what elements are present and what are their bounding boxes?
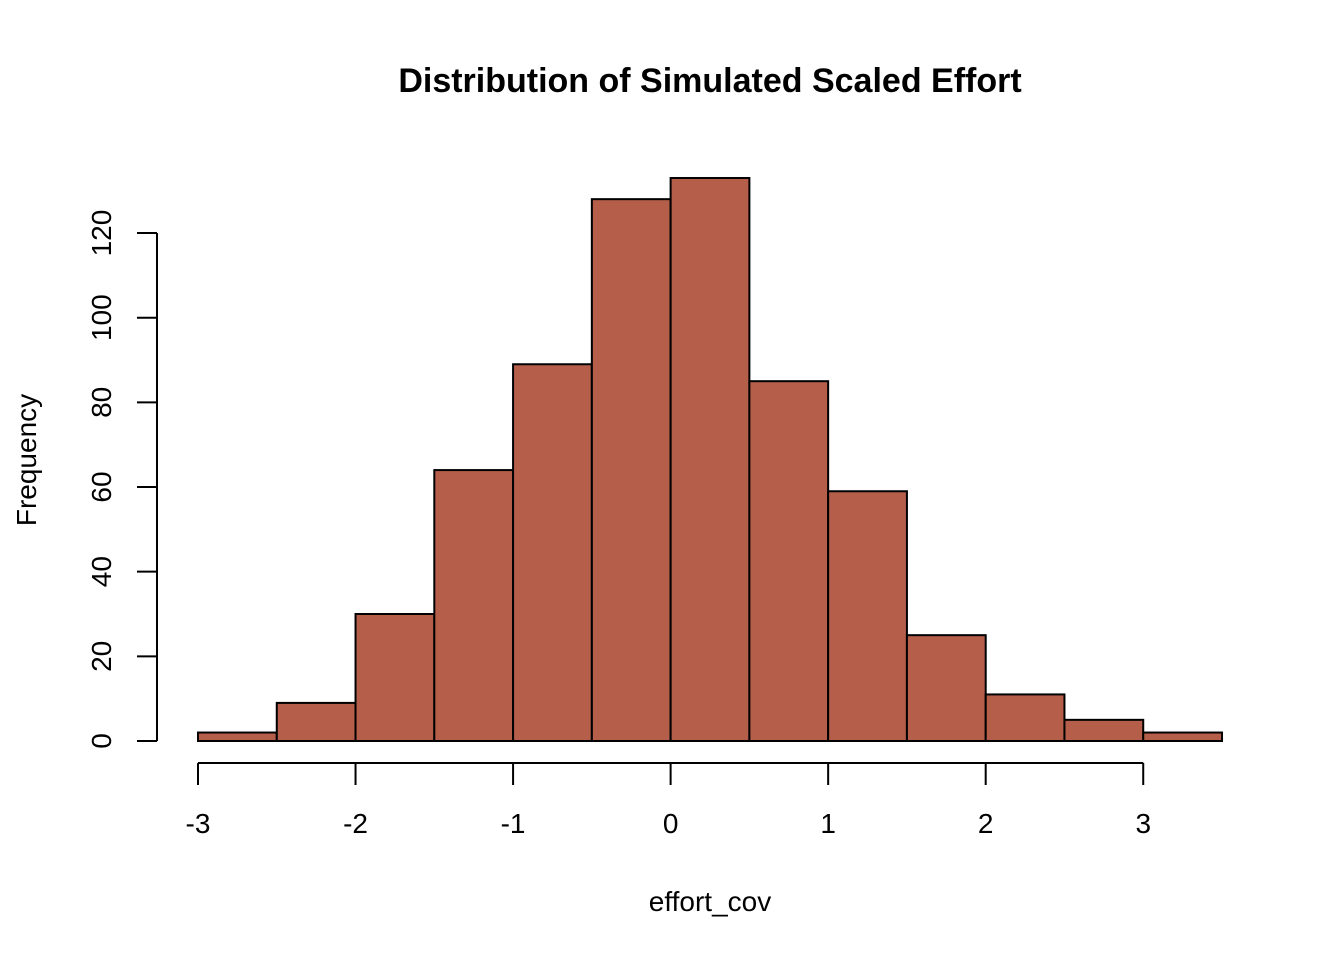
x-axis: -3 -2 -1 0 1 2 3 (186, 762, 1151, 839)
histogram-bar (512, 363, 593, 742)
x-tick-label: -1 (501, 808, 526, 839)
histogram-bar (748, 380, 830, 742)
x-tick-label: -3 (186, 808, 211, 839)
y-axis-label: Frequency (11, 394, 42, 526)
y-tick-label: 100 (86, 294, 117, 341)
x-tick-label: 1 (820, 808, 836, 839)
x-tick-label: -2 (343, 808, 368, 839)
histogram-bar (433, 469, 515, 742)
x-tick-label: 3 (1135, 808, 1151, 839)
histogram-bar (905, 634, 987, 742)
bars-group (197, 177, 1223, 743)
y-tick-label: 0 (86, 733, 117, 749)
x-axis-label: effort_cov (649, 886, 771, 917)
y-axis: 0 20 40 60 80 100 120 (86, 210, 158, 749)
histogram-bar (1063, 718, 1145, 743)
y-tick-label: 80 (86, 387, 117, 418)
y-tick-label: 20 (86, 641, 117, 672)
histogram-bar (984, 693, 1066, 743)
y-tick-label: 60 (86, 471, 117, 502)
histogram-bar (669, 177, 751, 742)
y-tick-label: 40 (86, 556, 117, 587)
x-tick-label: 0 (663, 808, 679, 839)
histogram-bar (1142, 731, 1223, 742)
histogram-bar (590, 198, 672, 743)
y-tick-label: 120 (86, 210, 117, 257)
chart-title: Distribution of Simulated Scaled Effort (398, 62, 1021, 100)
histogram-bar (197, 731, 278, 742)
histogram-bar (354, 613, 436, 742)
histogram-bar (275, 701, 357, 743)
histogram-bar (827, 490, 908, 742)
x-tick-label: 2 (978, 808, 994, 839)
